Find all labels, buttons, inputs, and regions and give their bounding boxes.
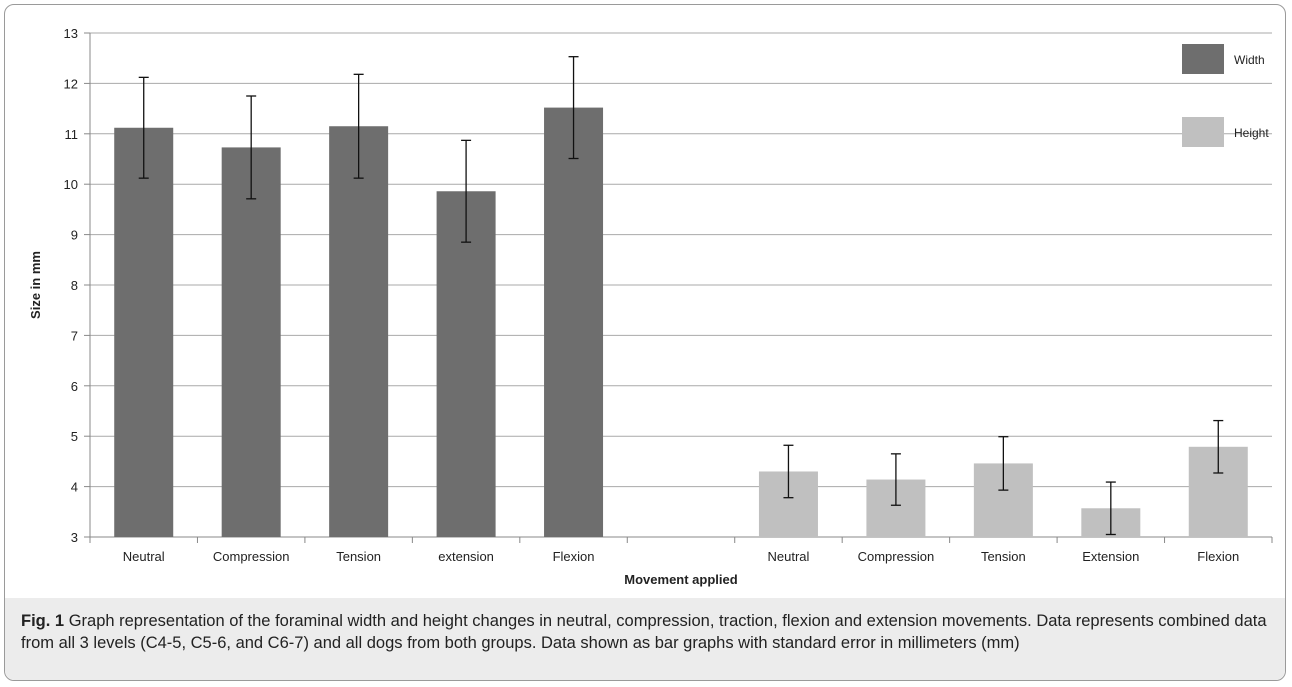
legend-swatch: [1182, 117, 1224, 147]
y-tick-label: 6: [71, 379, 78, 394]
x-axis-title: Movement applied: [624, 572, 737, 587]
y-tick-label: 9: [71, 228, 78, 243]
error-bar: [890, 453, 901, 506]
error-bar: [246, 95, 257, 200]
x-tick-label: Flexion: [1197, 549, 1239, 564]
y-axis-title: Size in mm: [28, 251, 43, 319]
error-bar: [783, 444, 794, 499]
caption-label: Fig. 1: [21, 612, 65, 630]
error-bar: [461, 139, 472, 243]
y-tick-label: 7: [71, 328, 78, 343]
caption-background: [5, 598, 1285, 680]
error-bar: [1105, 481, 1116, 536]
bar: [544, 107, 604, 537]
error-bar: [353, 73, 364, 179]
y-tick-label: 11: [65, 127, 79, 142]
figure-frame: [4, 4, 1286, 681]
y-tick-label: 5: [71, 429, 78, 444]
y-tick-label: 4: [71, 480, 78, 495]
x-tick-label: Tension: [981, 549, 1026, 564]
legend-label: Width: [1234, 53, 1265, 67]
x-tick-label: Compression: [213, 549, 290, 564]
caption-text: Graph representation of the foraminal wi…: [21, 612, 1267, 652]
figure-caption: Fig. 1 Graph representation of the foram…: [21, 610, 1271, 654]
legend-label: Height: [1234, 126, 1269, 140]
x-tick-label: Flexion: [553, 549, 595, 564]
y-tick-label: 13: [64, 26, 78, 41]
error-bar: [998, 436, 1009, 491]
y-tick-label: 8: [71, 278, 78, 293]
legend-swatch: [1182, 44, 1224, 74]
error-bar: [568, 56, 579, 160]
bar: [221, 147, 281, 537]
error-bar: [138, 76, 149, 179]
x-tick-label: Neutral: [767, 549, 809, 564]
bar-chart: 3 4 5 6 7 8 9 10 11 12 13 Neutral Compression Tension…: [28, 26, 1273, 587]
error-bar: [1213, 419, 1224, 474]
y-tick-label: 3: [71, 530, 78, 545]
y-tick-label: 12: [64, 76, 78, 91]
x-tick-label: Extension: [1082, 549, 1139, 564]
bar: [436, 191, 496, 538]
bar: [329, 126, 389, 538]
x-tick-label: Compression: [858, 549, 935, 564]
bar: [114, 127, 174, 537]
x-tick-label: Tension: [336, 549, 381, 564]
x-tick-label: Neutral: [123, 549, 165, 564]
x-tick-label: extension: [438, 549, 494, 564]
y-tick-label: 10: [64, 177, 78, 192]
